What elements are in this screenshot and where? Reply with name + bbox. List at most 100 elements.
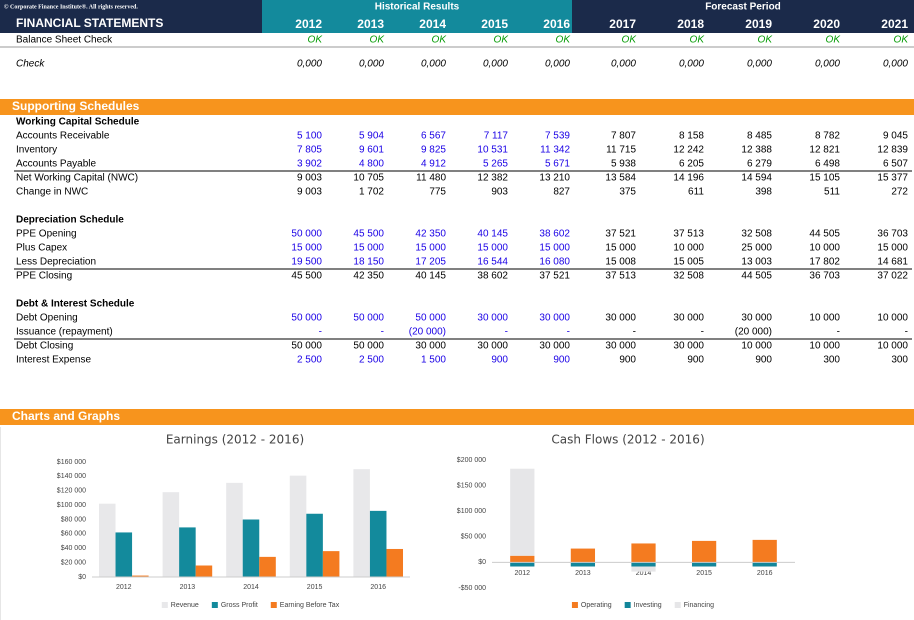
x-tick-label: 2015: [696, 570, 712, 577]
x-tick-label: 2012: [515, 570, 531, 577]
y-tick-label: $100 000: [457, 508, 486, 515]
historical-band: [262, 0, 572, 33]
cell: 15 000: [477, 243, 508, 254]
cell: 37 513: [673, 229, 704, 240]
cell: 15 008: [605, 257, 636, 268]
legend-label: Investing: [634, 602, 662, 609]
cell: 30 000: [741, 313, 772, 324]
cell: 11 480: [416, 173, 446, 184]
cell: 44 505: [741, 271, 772, 282]
cell: 42 350: [353, 271, 384, 282]
x-tick-label: 2015: [307, 584, 323, 591]
cell: 45 500: [353, 229, 384, 240]
cell: 37 521: [605, 229, 636, 240]
legend-swatch: [270, 602, 277, 608]
cell: 10 000: [877, 341, 908, 352]
x-tick-label: 2013: [575, 570, 591, 577]
row-label: Inventory: [16, 145, 57, 156]
bar: [179, 527, 196, 577]
cell: 9 825: [421, 145, 446, 156]
cell: 0,000: [359, 59, 384, 70]
x-tick-label: 2016: [757, 570, 773, 577]
bar: [369, 510, 387, 577]
cell: 36 703: [877, 229, 908, 240]
year-header: 2018: [677, 17, 704, 31]
cell: 1 500: [421, 355, 446, 366]
cell: 0,000: [747, 59, 772, 70]
x-tick-label: 2014: [636, 570, 652, 577]
bar: [570, 548, 596, 563]
cell: 10 000: [809, 341, 840, 352]
cell: 5 265: [483, 159, 508, 170]
cell: -: [319, 327, 322, 338]
bar: [752, 562, 777, 567]
cell: 30 000: [605, 341, 636, 352]
cell: OK: [494, 35, 510, 46]
cell: 50 000: [415, 313, 446, 324]
cell: 30 000: [605, 313, 636, 324]
y-tick-label: $150 000: [457, 482, 486, 489]
chart-title: Earnings (2012 - 2016): [166, 433, 304, 447]
bar: [306, 513, 323, 577]
cell: 398: [755, 187, 772, 198]
row-label: Issuance (repayment): [16, 327, 113, 338]
chart-title: Cash Flows (2012 - 2016): [551, 433, 704, 447]
cell: 12 821: [809, 145, 840, 156]
cell: 50 000: [291, 313, 322, 324]
x-tick-label: 2012: [116, 584, 132, 591]
bar: [259, 556, 276, 577]
year-header: 2015: [481, 17, 508, 31]
cell: 9 003: [297, 187, 322, 198]
cell: 900: [553, 355, 570, 366]
bar: [195, 565, 213, 577]
cell: 50 000: [291, 229, 322, 240]
legend-label: Revenue: [171, 602, 199, 609]
schedule-title: Depreciation Schedule: [16, 215, 124, 226]
bar: [226, 482, 243, 577]
y-tick-label: $200 000: [457, 457, 486, 464]
cell: 2 500: [297, 355, 322, 366]
cell: 6 279: [747, 159, 772, 170]
year-header: 2014: [419, 17, 446, 31]
cell: (20 000): [409, 327, 446, 338]
cell: 511: [824, 187, 840, 198]
cell: 775: [429, 187, 446, 198]
sheet-title: FINANCIAL STATEMENTS: [16, 16, 163, 30]
cell: 30 000: [477, 313, 508, 324]
schedule-title: Working Capital Schedule: [16, 117, 140, 128]
cell: 40 145: [415, 271, 446, 282]
cell: 12 242: [673, 145, 704, 156]
cell: 30 000: [415, 341, 446, 352]
cell: 13 210: [539, 173, 570, 184]
cell: 25 000: [741, 243, 772, 254]
cell: 10 000: [809, 313, 840, 324]
cell: 16 544: [477, 257, 508, 268]
y-tick-label: $160 000: [57, 459, 86, 466]
historical-label: Historical Results: [375, 2, 460, 13]
cell: 4 912: [421, 159, 446, 170]
cell: 0,000: [611, 59, 636, 70]
legend-label: Gross Profit: [221, 602, 258, 609]
cell: 6 205: [679, 159, 704, 170]
cell: 0,000: [483, 59, 508, 70]
cell: 12 388: [741, 145, 772, 156]
cell: 50 000: [291, 341, 322, 352]
row-label: Less Depreciation: [16, 257, 96, 268]
cell: 15 000: [291, 243, 322, 254]
cell: 17 802: [809, 257, 840, 268]
cell: 42 350: [415, 229, 446, 240]
cell: 6 567: [421, 131, 446, 142]
cell: OK: [432, 35, 448, 46]
bar: [691, 540, 717, 563]
y-tick-label: $50 000: [461, 534, 486, 541]
y-tick-label: $0: [478, 559, 486, 566]
cell: 5 904: [359, 131, 384, 142]
bar: [752, 539, 777, 563]
cell: 12 382: [477, 173, 508, 184]
cell: 9 601: [359, 145, 384, 156]
row-label: Balance Sheet Check: [16, 35, 113, 46]
cell: OK: [758, 35, 774, 46]
bar: [386, 548, 404, 577]
year-header: 2019: [745, 17, 772, 31]
cell: 32 508: [673, 271, 704, 282]
